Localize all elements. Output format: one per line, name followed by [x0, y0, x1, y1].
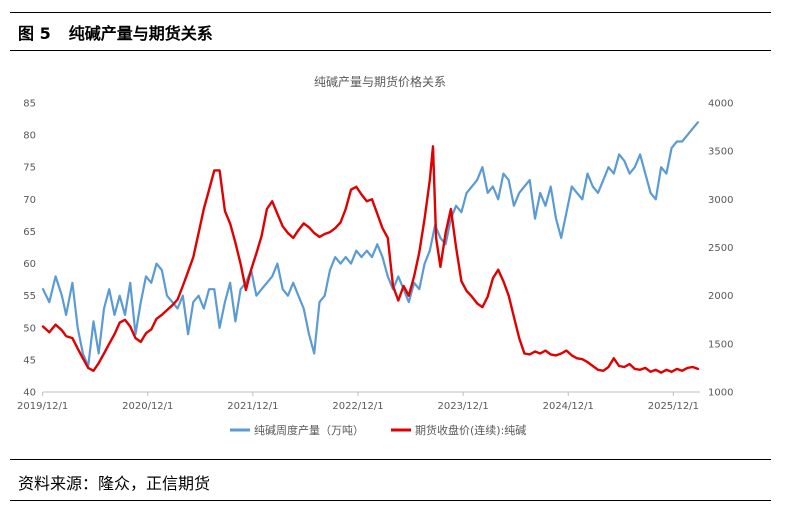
- x-tick-label: 2021/12/1: [227, 401, 278, 412]
- source-note: 资料来源：隆众，正信期货: [18, 474, 211, 493]
- chart-title: 纯碱产量与期货价格关系: [314, 74, 446, 89]
- top-rule: [10, 12, 771, 13]
- legend-label-production: 纯碱周度产量（万吨）: [254, 423, 364, 437]
- left-tick-label: 80: [23, 131, 36, 142]
- left-tick-label: 45: [23, 355, 36, 366]
- right-tick-label: 2000: [708, 291, 733, 302]
- futures-price-line: [41, 145, 700, 374]
- series-group: [41, 121, 700, 374]
- x-tick-label: 2023/12/1: [437, 401, 488, 412]
- figure-title: 纯碱产量与期货关系: [68, 24, 213, 43]
- left-tick-label: 65: [23, 227, 36, 238]
- left-tick-label: 55: [23, 291, 36, 302]
- left-tick-label: 50: [23, 323, 36, 334]
- right-tick-label: 3000: [708, 195, 733, 206]
- x-tick-label: 2019/12/1: [17, 401, 68, 412]
- figure-heading: 图 5 纯碱产量与期货关系: [18, 20, 213, 44]
- left-tick-label: 70: [23, 195, 36, 206]
- left-tick-label: 85: [23, 99, 36, 110]
- source-rule-bottom: [10, 500, 771, 501]
- right-tick-label: 3500: [708, 147, 733, 158]
- left-tick-label: 60: [23, 259, 36, 270]
- legend: 纯碱周度产量（万吨） 期货收盘价(连续):纯碱: [230, 423, 526, 437]
- right-tick-label: 2500: [708, 243, 733, 254]
- figure-number: 图 5: [18, 24, 51, 43]
- left-tick-label: 75: [23, 163, 36, 174]
- right-tick-label: 4000: [708, 99, 733, 110]
- left-tick-label: 40: [23, 388, 36, 399]
- x-tick-label: 2025/12/1: [648, 401, 699, 412]
- x-tick-label: 2024/12/1: [543, 401, 594, 412]
- axes-group: 40 45 50 55 60 65 70 75 80 85 1000 1500 2000 2500 3000…: [17, 99, 733, 413]
- legend-label-futures: 期货收盘价(连续):纯碱: [415, 423, 526, 437]
- right-tick-label: 1000: [708, 388, 733, 399]
- x-tick-label: 2020/12/1: [122, 401, 173, 412]
- production-line: [41, 121, 700, 368]
- source-rule-top: [10, 459, 771, 460]
- x-tick-label: 2022/12/1: [332, 401, 383, 412]
- right-tick-label: 1500: [708, 339, 733, 350]
- header-rule: [10, 50, 771, 51]
